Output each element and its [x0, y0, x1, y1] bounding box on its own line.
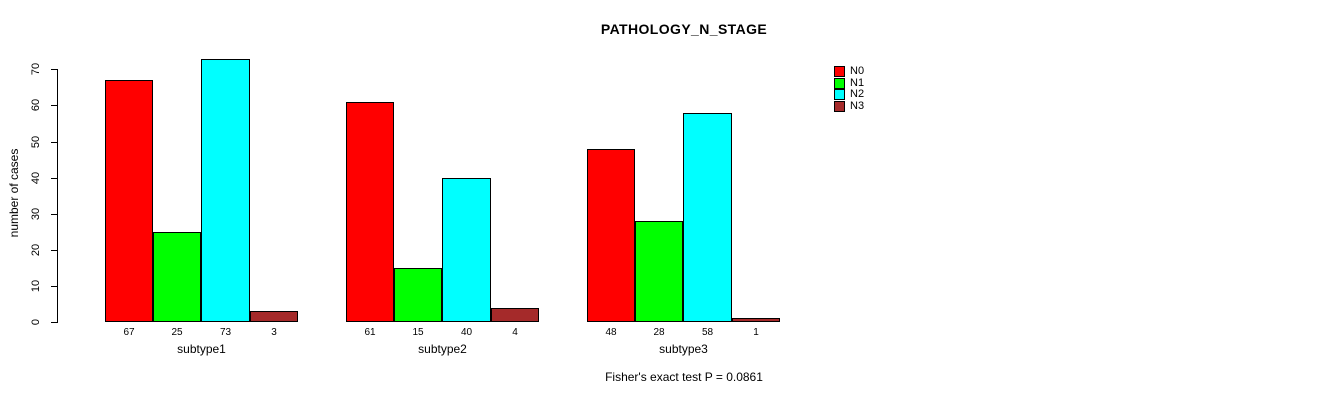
bar-subtype1-N1 — [153, 232, 201, 322]
y-tick-label: 10 — [30, 279, 42, 293]
y-tick — [51, 142, 57, 143]
legend-swatch-N3-icon — [834, 101, 845, 113]
legend-swatch-N0-icon — [834, 66, 845, 77]
y-tick-label: 0 — [30, 318, 42, 326]
legend-item: N0 — [834, 66, 864, 77]
legend-swatch-N2-icon — [834, 89, 845, 101]
y-tick-label: 20 — [30, 243, 42, 257]
bar-subtype2-N1 — [394, 268, 442, 322]
bar-value-label: 61 — [364, 327, 376, 338]
x-category-label: subtype1 — [177, 342, 226, 356]
y-tick — [51, 322, 57, 323]
x-category-label: subtype3 — [659, 342, 708, 356]
bar-value-label: 3 — [271, 327, 277, 338]
y-tick — [51, 286, 57, 287]
legend-item: N2 — [834, 88, 865, 101]
y-tick — [51, 250, 57, 251]
legend-item: N1 — [834, 76, 865, 89]
annotation-text: Fisher's exact test P = 0.0861 — [605, 370, 763, 384]
bar-value-label: 73 — [219, 327, 232, 338]
y-axis-line — [57, 69, 58, 323]
bar-subtype3-N3 — [732, 318, 780, 322]
legend-label: N3 — [850, 100, 865, 113]
bar-subtype3-N0 — [587, 149, 635, 322]
legend-label: N1 — [850, 76, 865, 89]
y-axis-title: number of cases — [7, 148, 21, 238]
legend-label: N0 — [850, 65, 865, 77]
y-tick — [51, 178, 57, 179]
bar-subtype1-N3 — [250, 311, 298, 322]
chart-title: PATHOLOGY_N_STAGE — [600, 21, 768, 37]
bar-value-label: 25 — [171, 327, 183, 338]
bar-subtype2-N2 — [442, 178, 491, 322]
y-tick-label: 50 — [30, 135, 42, 149]
y-tick — [51, 105, 57, 106]
y-tick — [51, 214, 57, 215]
x-category-label: subtype2 — [418, 342, 467, 356]
bar-value-label: 58 — [701, 327, 714, 338]
y-tick — [51, 69, 57, 70]
bar-subtype3-N1 — [635, 221, 683, 322]
bar-value-label: 1 — [753, 327, 759, 338]
y-tick-label: 70 — [30, 62, 42, 76]
bar-subtype1-N2 — [201, 59, 250, 322]
legend-item: N3 — [834, 100, 865, 113]
bar-value-label: 48 — [605, 327, 617, 338]
legend: N0 N1 N2 N3 — [834, 66, 954, 126]
y-tick-label: 40 — [30, 171, 42, 185]
y-tick-label: 60 — [30, 98, 42, 112]
bar-subtype2-N0 — [346, 102, 394, 322]
bar-value-label: 40 — [460, 327, 473, 338]
bar-value-label: 28 — [653, 327, 665, 338]
bar-value-label: 67 — [123, 327, 135, 338]
y-tick-label: 30 — [30, 207, 42, 221]
bar-value-label: 4 — [512, 327, 518, 338]
legend-swatch-N1-icon — [834, 77, 845, 89]
legend-label: N2 — [850, 88, 865, 101]
bar-value-label: 15 — [412, 327, 424, 338]
bar-subtype1-N0 — [105, 80, 153, 322]
bar-subtype2-N3 — [491, 308, 539, 322]
bar-subtype3-N2 — [683, 113, 732, 322]
